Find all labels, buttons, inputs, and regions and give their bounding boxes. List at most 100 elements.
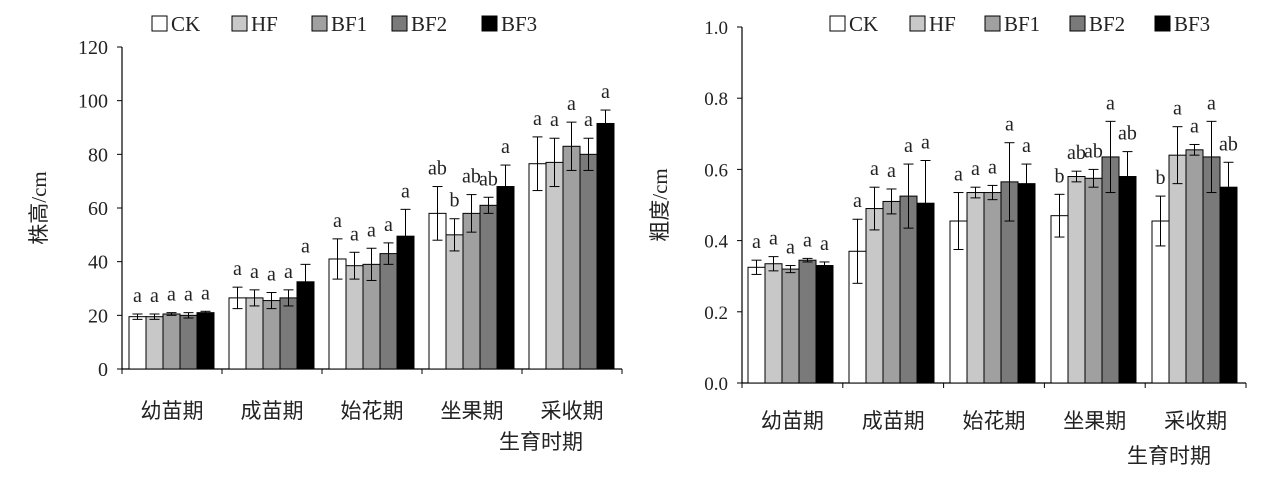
y-tick-label: 1.0 xyxy=(704,18,728,39)
bar-hf xyxy=(1168,154,1187,384)
significance-letter: a xyxy=(921,132,930,154)
legend-swatch-ck xyxy=(829,15,846,32)
x-category-label: 坐果期 xyxy=(441,399,504,423)
x-axis-title: 生育时期 xyxy=(1127,444,1211,468)
legend-label: CK xyxy=(171,12,200,36)
y-axis-title: 株高/cm xyxy=(27,171,51,245)
significance-letter: ab xyxy=(462,166,481,188)
bar-bf1 xyxy=(781,268,800,384)
significance-letter: a xyxy=(333,210,342,232)
error-bar xyxy=(332,238,343,280)
significance-letter: a xyxy=(533,108,542,130)
error-bar xyxy=(283,289,294,307)
legend-label: BF1 xyxy=(1004,12,1040,36)
significance-letter: ab xyxy=(1219,133,1238,155)
bar-bf1 xyxy=(1185,149,1204,384)
legend-label: BF3 xyxy=(501,12,537,36)
bar-bf3 xyxy=(1118,176,1137,384)
error-bar xyxy=(920,160,931,247)
error-bar xyxy=(166,312,177,316)
error-bar xyxy=(903,163,914,229)
significance-letter: a xyxy=(752,231,761,253)
significance-letter: a xyxy=(1005,114,1014,136)
error-bar xyxy=(1088,168,1099,188)
x-category-label: 幼苗期 xyxy=(141,399,204,423)
significance-letter: a xyxy=(150,285,159,307)
significance-letter: a xyxy=(250,261,259,283)
error-bar xyxy=(953,192,964,250)
significance-letter: ab xyxy=(1067,142,1086,164)
legend-swatch-bf3 xyxy=(481,15,498,32)
legend-swatch-bf2 xyxy=(1069,15,1086,32)
significance-letter: a xyxy=(1022,135,1031,157)
error-bar xyxy=(886,188,897,215)
significance-letter: a xyxy=(601,81,610,103)
bar-hf xyxy=(865,208,884,384)
error-bar xyxy=(500,164,511,209)
significance-letter: a xyxy=(584,109,593,131)
error-bar xyxy=(1021,163,1032,204)
error-bar xyxy=(266,292,277,310)
error-bar xyxy=(132,313,143,320)
bar-hf xyxy=(145,316,164,370)
significance-letter: b xyxy=(1055,165,1065,187)
bar-bf2 xyxy=(179,314,198,370)
significance-letter: a xyxy=(284,261,293,283)
bar-bf3 xyxy=(1017,183,1036,384)
error-bar xyxy=(1206,120,1217,194)
bar-bf3 xyxy=(196,312,215,370)
legend-label: BF2 xyxy=(1089,12,1125,36)
error-bar xyxy=(566,121,577,171)
x-category-label: 始花期 xyxy=(963,409,1026,433)
significance-letter: a xyxy=(133,285,142,307)
y-tick-label: 40 xyxy=(88,252,108,274)
significance-letter: b xyxy=(1156,167,1166,189)
significance-letter: a xyxy=(301,235,310,257)
error-bar xyxy=(1189,143,1200,156)
bar-bf1 xyxy=(162,313,181,370)
bar-ck xyxy=(528,163,547,370)
bar-bf2 xyxy=(579,153,598,370)
bar-bf3 xyxy=(496,186,515,370)
y-tick-label: 80 xyxy=(88,144,108,166)
y-tick-label: 0.8 xyxy=(704,89,728,110)
legend: CK HF BF1 BF2 BF3 xyxy=(829,12,1210,36)
significance-letter: a xyxy=(887,160,896,182)
error-bar xyxy=(349,251,360,280)
error-bar xyxy=(432,186,443,241)
x-category-label: 采收期 xyxy=(541,399,604,423)
error-bar xyxy=(802,257,813,263)
legend-label: BF3 xyxy=(1174,12,1210,36)
error-bar xyxy=(1155,195,1166,247)
legend-swatch-bf2 xyxy=(391,15,408,32)
significance-letter: a xyxy=(971,158,980,180)
bar-bf2 xyxy=(279,297,298,370)
bar-bf1 xyxy=(562,145,581,370)
error-bar xyxy=(583,137,594,171)
error-bar xyxy=(232,286,243,310)
significance-letter: a xyxy=(803,229,812,251)
significance-letter: a xyxy=(567,93,576,115)
x-category-label: 坐果期 xyxy=(1063,409,1126,433)
significance-letter: a xyxy=(954,164,963,186)
error-bar xyxy=(1105,120,1116,194)
error-bar xyxy=(768,256,779,272)
bar-hf xyxy=(764,263,783,384)
bar-bf1 xyxy=(983,192,1002,384)
y-tick-label: 0.0 xyxy=(704,374,728,395)
significance-letter: a xyxy=(1106,92,1115,114)
error-bar xyxy=(366,247,377,281)
y-tick-label: 0 xyxy=(98,359,108,381)
bar-bf2 xyxy=(798,259,817,384)
legend-label: BF1 xyxy=(331,12,367,36)
significance-letter: a xyxy=(184,284,193,306)
bar-bf1 xyxy=(262,300,281,370)
significance-letter: ab xyxy=(1084,140,1103,162)
error-bar xyxy=(532,136,543,192)
bar-bf3 xyxy=(596,122,615,370)
significance-letter: a xyxy=(853,190,862,212)
x-category-label: 采收期 xyxy=(1164,409,1227,433)
